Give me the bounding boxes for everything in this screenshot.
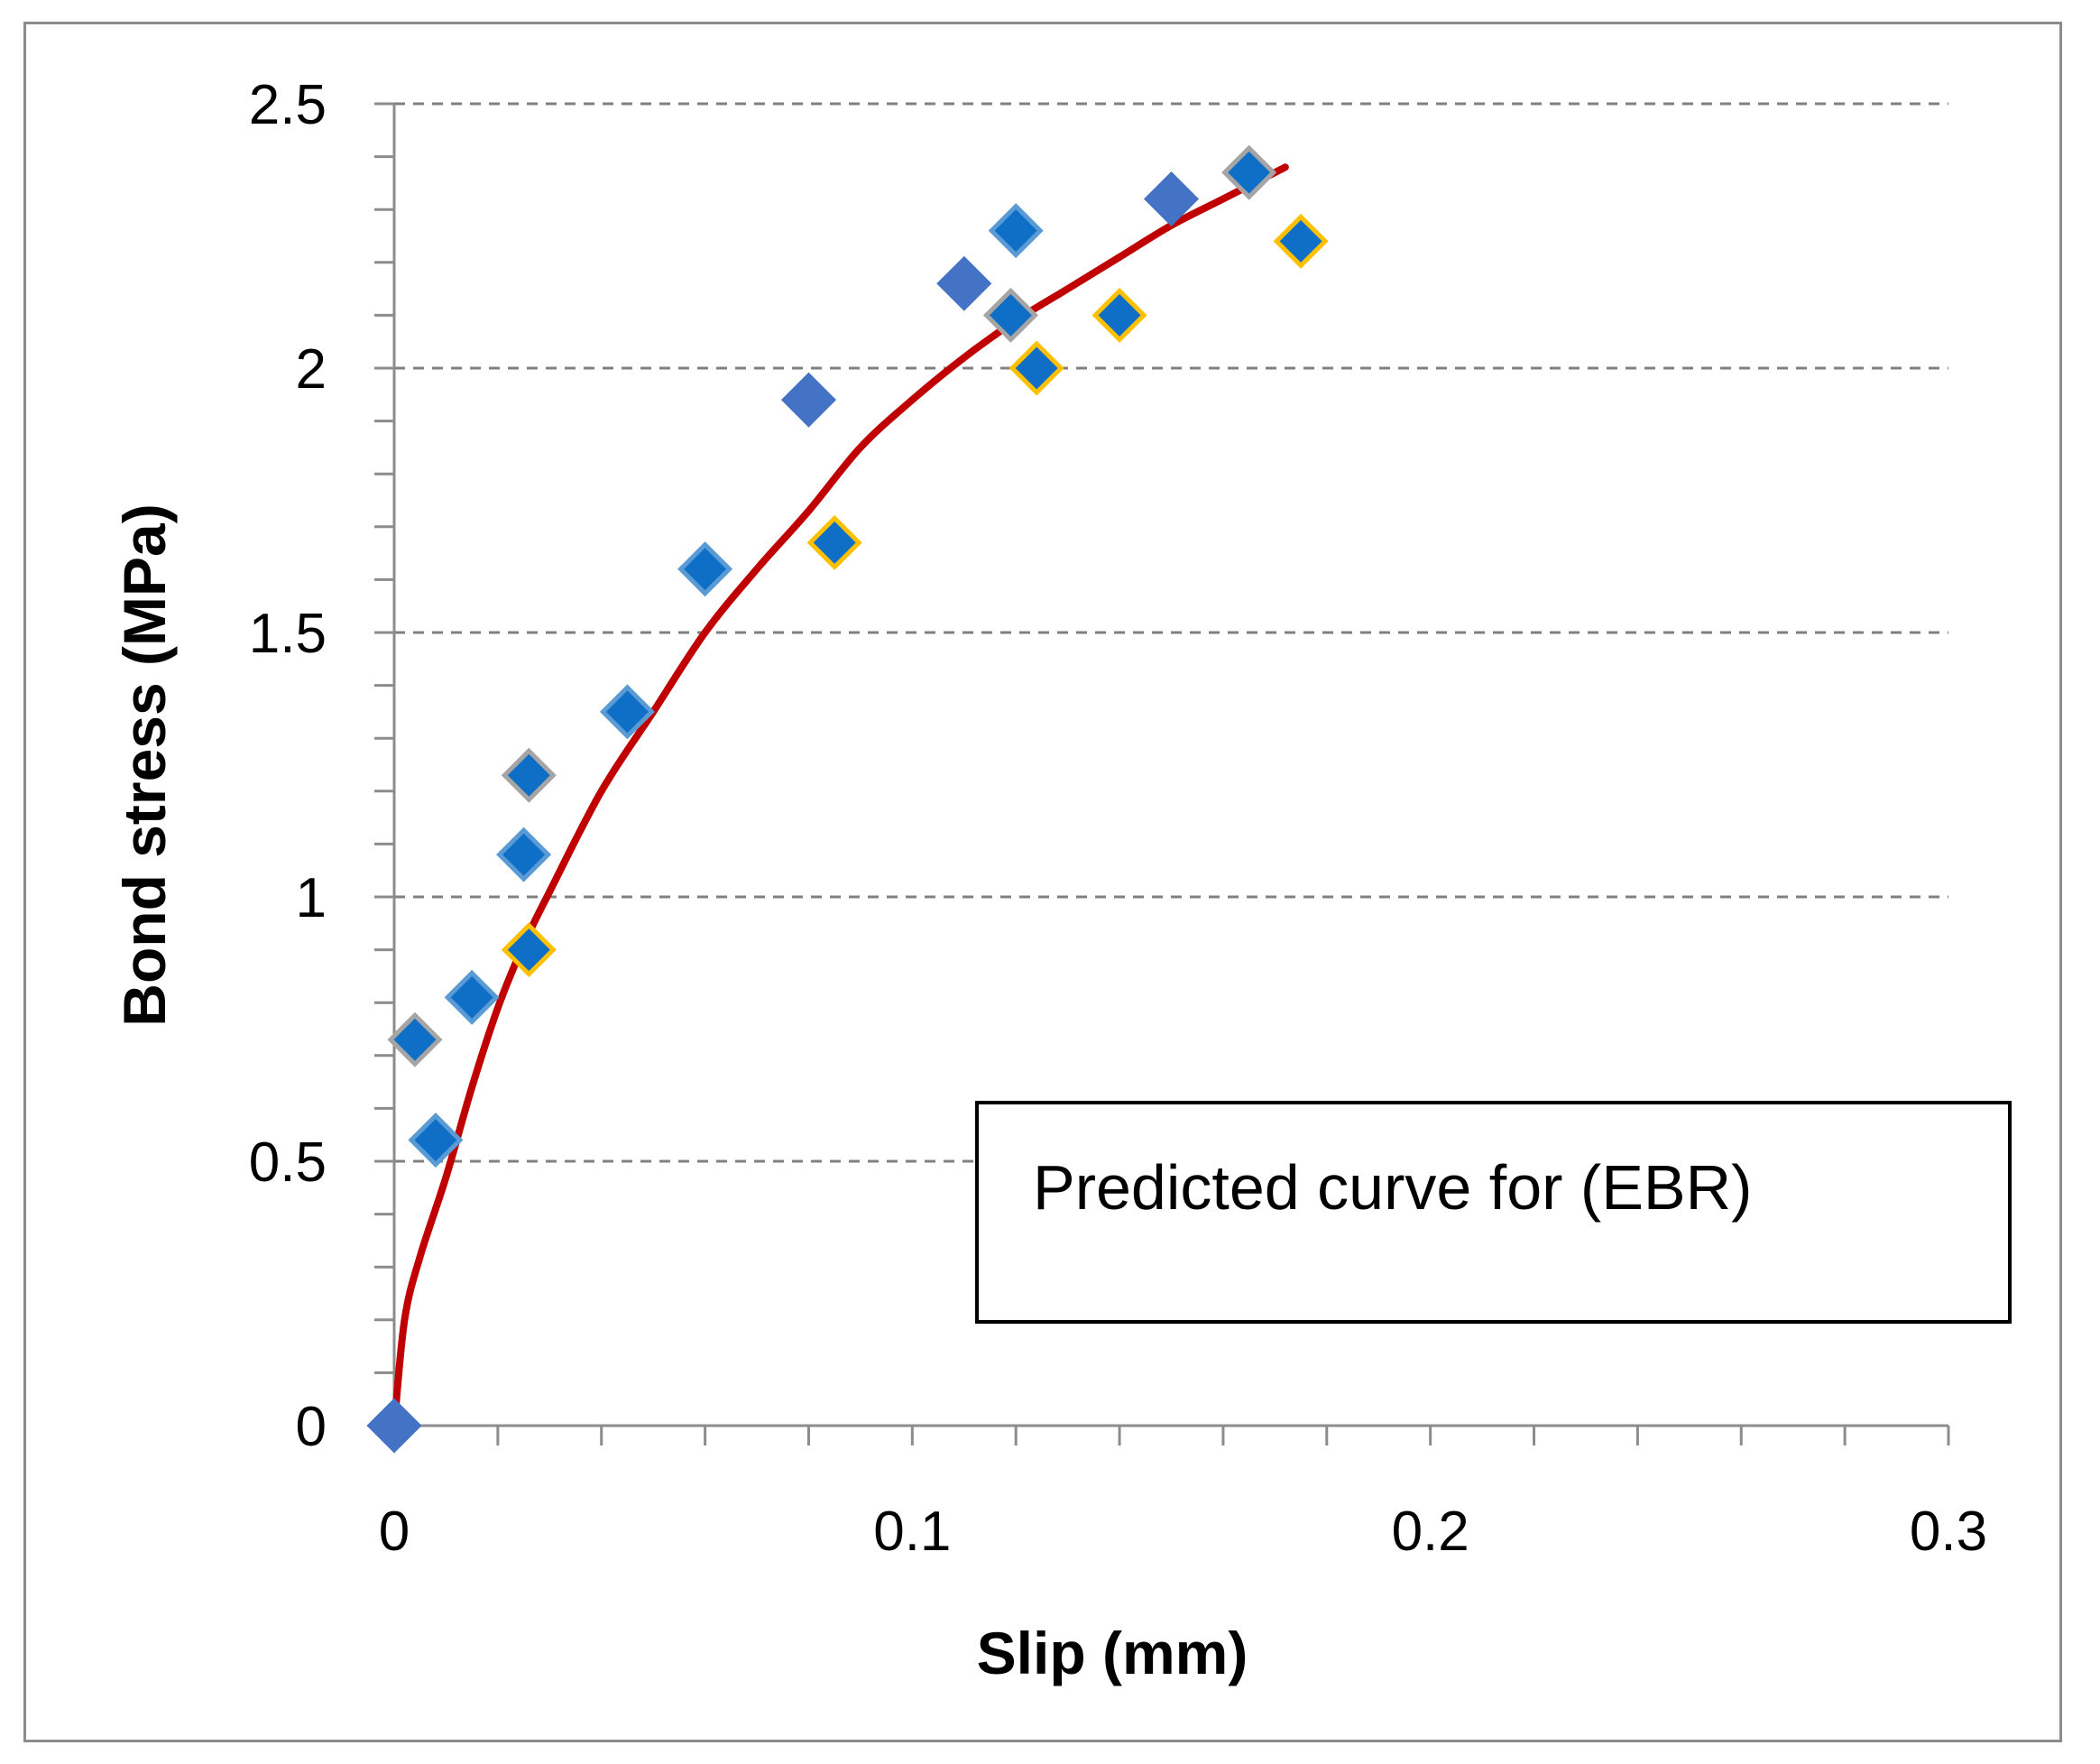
- data-markers: [366, 144, 1329, 1454]
- chart-frame: [23, 22, 2062, 1742]
- y-tick-label: 0.5: [249, 1131, 327, 1194]
- gridlines: [394, 102, 1948, 1163]
- data-point: [677, 541, 733, 597]
- data-point: [982, 287, 1038, 343]
- data-point: [1221, 144, 1277, 200]
- data-point: [1009, 340, 1064, 396]
- data-point: [806, 514, 862, 570]
- x-tick-label: 0.1: [873, 1501, 951, 1563]
- data-point: [387, 1011, 443, 1067]
- data-point: [501, 922, 557, 978]
- data-point: [501, 747, 557, 803]
- y-tick-label: 1.5: [249, 603, 327, 665]
- y-tick-label: 2: [296, 338, 327, 401]
- y-tick-label: 2.5: [249, 74, 327, 136]
- y-axis-title: Bond stress (MPa): [111, 503, 178, 1026]
- annotation-box: Predicted curve for (EBR): [975, 1101, 2012, 1324]
- x-tick-label: 0: [379, 1501, 410, 1563]
- tick-labels: 0 0.5 1 1.5 2 2.5 0 0.1 0.2 0.3: [249, 74, 1987, 1563]
- data-point: [780, 372, 837, 428]
- data-point: [408, 1113, 464, 1168]
- annotation-text: Predicted curve for (EBR): [1033, 1152, 1752, 1223]
- data-point: [988, 203, 1044, 259]
- data-point: [936, 255, 992, 311]
- data-point: [496, 827, 552, 882]
- axes: [374, 102, 1950, 1445]
- data-point: [1091, 287, 1147, 343]
- data-point: [1273, 213, 1329, 269]
- x-tick-label: 0.3: [1910, 1501, 1987, 1563]
- annotation-box-border: [975, 1101, 2012, 1324]
- y-tick-label: 0: [296, 1396, 327, 1458]
- data-point: [599, 684, 655, 740]
- y-tick-label: 1: [296, 867, 327, 929]
- x-tick-label: 0.2: [1392, 1501, 1469, 1563]
- data-point: [1143, 171, 1200, 227]
- data-point: [444, 969, 500, 1025]
- data-point: [366, 1398, 422, 1454]
- x-axis-title: Slip (mm): [977, 1620, 1248, 1686]
